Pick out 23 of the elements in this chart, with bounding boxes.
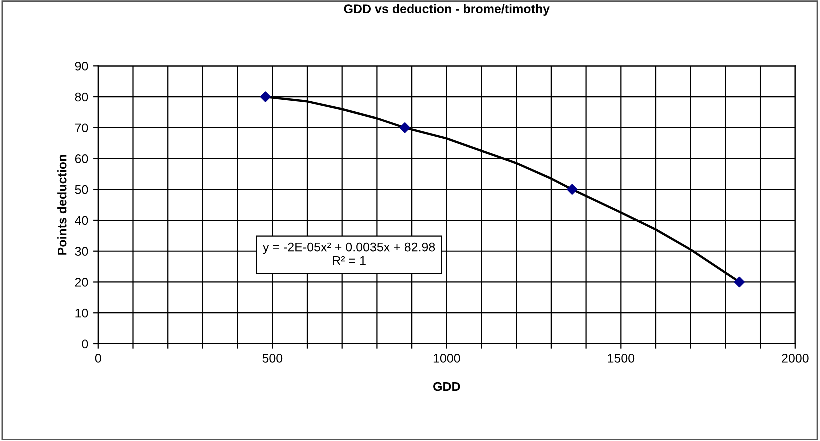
- y-tick-label: 20: [75, 278, 88, 287]
- x-axis-title: GDD: [434, 382, 460, 392]
- y-tick-label: 70: [75, 124, 88, 133]
- y-tick-label: 90: [75, 62, 88, 71]
- x-tick-label: 2000: [782, 354, 809, 363]
- y-tick-label: 80: [75, 92, 88, 102]
- x-tick-label: 1000: [434, 354, 460, 363]
- y-axis-title: Points deduction: [58, 155, 67, 255]
- point: [400, 122, 410, 134]
- chart-title: GDD vs deduction - brome/timothy: [344, 4, 550, 16]
- y-tick-label: 40: [75, 216, 88, 226]
- y-tick-label: 30: [75, 247, 88, 256]
- x-tick-label: 0: [95, 354, 102, 363]
- y-tick-label: 10: [76, 308, 88, 318]
- point: [567, 184, 578, 195]
- x-tick-label: 500: [262, 354, 283, 363]
- y-tick-label: 60: [75, 154, 88, 164]
- y-tick-label: 0: [82, 340, 88, 349]
- y-tick-label: 50: [75, 185, 88, 194]
- point: [734, 276, 745, 288]
- point: [260, 92, 271, 102]
- annotation: y = -2E-05x² + 0.0035x + 82.98 R² = 1: [263, 242, 436, 266]
- x-tick-label: 1500: [608, 354, 635, 363]
